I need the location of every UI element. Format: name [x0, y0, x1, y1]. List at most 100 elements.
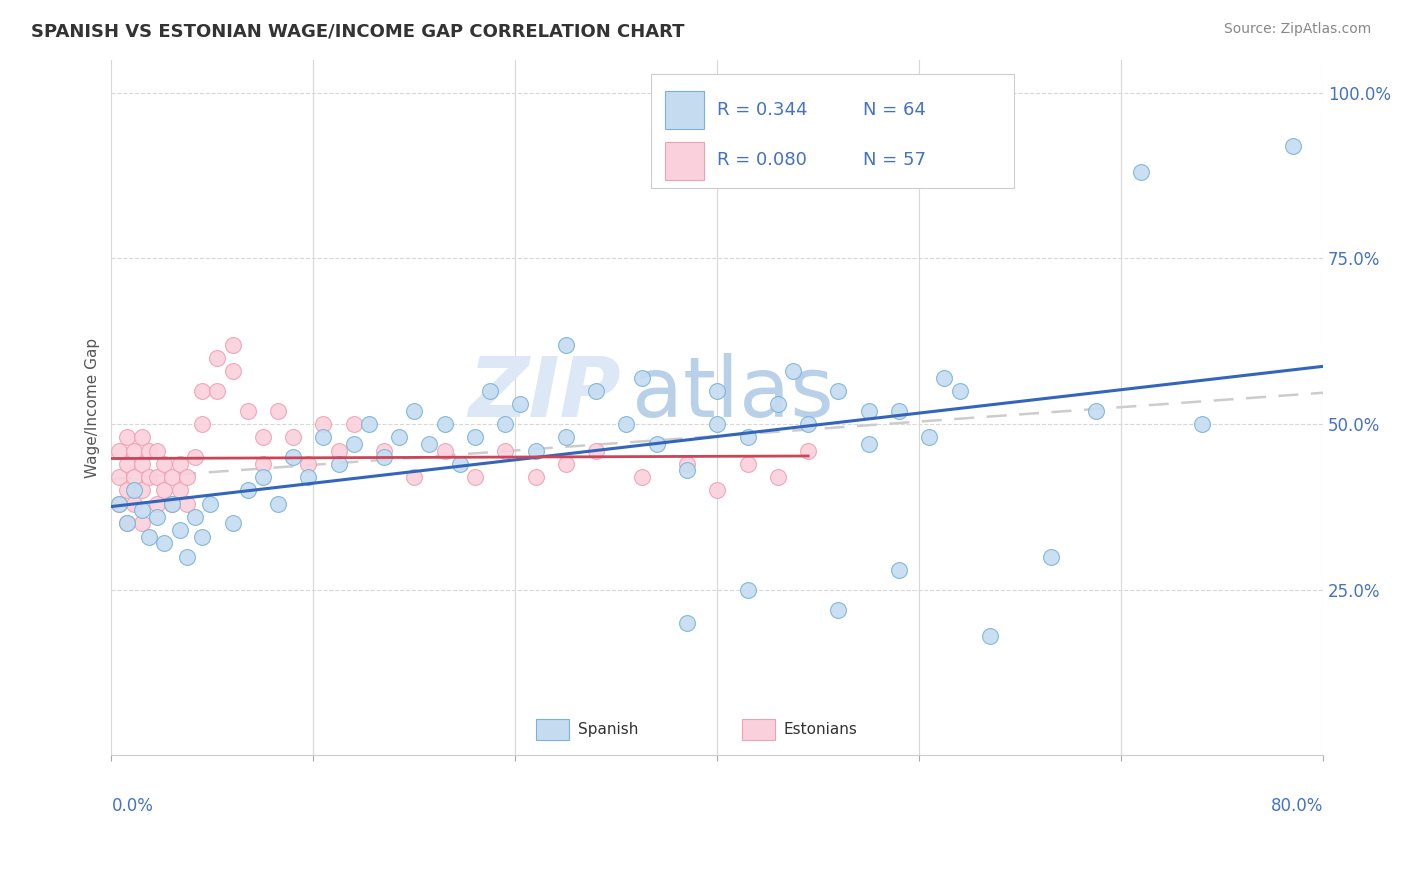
- Point: [236, 483, 259, 498]
- Text: 80.0%: 80.0%: [1271, 797, 1323, 815]
- Point: [115, 457, 138, 471]
- Point: [138, 470, 160, 484]
- Point: [131, 503, 153, 517]
- Point: [146, 443, 169, 458]
- Point: [494, 417, 516, 431]
- Point: [827, 602, 849, 616]
- Point: [524, 470, 547, 484]
- Point: [312, 417, 335, 431]
- Point: [160, 497, 183, 511]
- Point: [676, 615, 699, 630]
- Point: [858, 437, 880, 451]
- Point: [524, 443, 547, 458]
- Point: [176, 470, 198, 484]
- Point: [1282, 138, 1305, 153]
- Point: [138, 443, 160, 458]
- Point: [1130, 165, 1153, 179]
- Text: 0.0%: 0.0%: [111, 797, 153, 815]
- Point: [1191, 417, 1213, 431]
- Point: [737, 430, 759, 444]
- Bar: [741, 719, 776, 740]
- Point: [169, 457, 191, 471]
- Point: [283, 430, 305, 444]
- Point: [630, 470, 652, 484]
- Point: [122, 483, 145, 498]
- Bar: [536, 719, 569, 740]
- Point: [554, 457, 576, 471]
- Point: [343, 437, 366, 451]
- Text: Spanish: Spanish: [578, 723, 638, 737]
- Text: SPANISH VS ESTONIAN WAGE/INCOME GAP CORRELATION CHART: SPANISH VS ESTONIAN WAGE/INCOME GAP CORR…: [31, 22, 685, 40]
- Point: [509, 397, 531, 411]
- Point: [115, 516, 138, 531]
- Point: [328, 457, 350, 471]
- Point: [388, 430, 411, 444]
- Point: [887, 404, 910, 418]
- Point: [494, 443, 516, 458]
- Point: [464, 430, 486, 444]
- Point: [191, 417, 214, 431]
- Point: [918, 430, 941, 444]
- Point: [797, 443, 820, 458]
- Point: [207, 351, 229, 365]
- Point: [122, 497, 145, 511]
- Point: [252, 457, 274, 471]
- Point: [433, 443, 456, 458]
- Text: ZIP: ZIP: [468, 353, 620, 434]
- Point: [283, 450, 305, 465]
- Point: [479, 384, 502, 398]
- Point: [131, 430, 153, 444]
- Point: [766, 397, 789, 411]
- Point: [782, 364, 804, 378]
- Point: [138, 530, 160, 544]
- Point: [191, 530, 214, 544]
- Point: [221, 337, 243, 351]
- Point: [373, 450, 395, 465]
- Point: [328, 443, 350, 458]
- Text: Source: ZipAtlas.com: Source: ZipAtlas.com: [1223, 22, 1371, 37]
- Point: [153, 457, 176, 471]
- Point: [115, 430, 138, 444]
- Point: [115, 516, 138, 531]
- Point: [191, 384, 214, 398]
- Point: [108, 497, 131, 511]
- Point: [115, 483, 138, 498]
- Point: [297, 470, 319, 484]
- Point: [146, 470, 169, 484]
- Point: [934, 370, 956, 384]
- Point: [267, 404, 290, 418]
- Point: [297, 457, 319, 471]
- Point: [312, 430, 335, 444]
- Point: [131, 483, 153, 498]
- Point: [267, 497, 290, 511]
- Y-axis label: Wage/Income Gap: Wage/Income Gap: [86, 337, 100, 477]
- Point: [404, 404, 426, 418]
- Point: [169, 523, 191, 537]
- Point: [1039, 549, 1062, 564]
- Point: [464, 470, 486, 484]
- Point: [221, 364, 243, 378]
- Point: [183, 509, 205, 524]
- Point: [585, 443, 607, 458]
- Point: [554, 337, 576, 351]
- Bar: [665, 142, 704, 180]
- Bar: [665, 91, 704, 129]
- Point: [373, 443, 395, 458]
- Point: [706, 417, 728, 431]
- Point: [827, 384, 849, 398]
- Point: [737, 457, 759, 471]
- Point: [585, 384, 607, 398]
- Point: [131, 516, 153, 531]
- Point: [357, 417, 380, 431]
- Point: [887, 563, 910, 577]
- Point: [108, 443, 131, 458]
- Text: R = 0.344: R = 0.344: [717, 101, 808, 119]
- Point: [108, 470, 131, 484]
- Point: [176, 497, 198, 511]
- Point: [766, 470, 789, 484]
- Point: [418, 437, 440, 451]
- Point: [706, 483, 728, 498]
- Point: [153, 536, 176, 550]
- Point: [221, 516, 243, 531]
- Point: [252, 470, 274, 484]
